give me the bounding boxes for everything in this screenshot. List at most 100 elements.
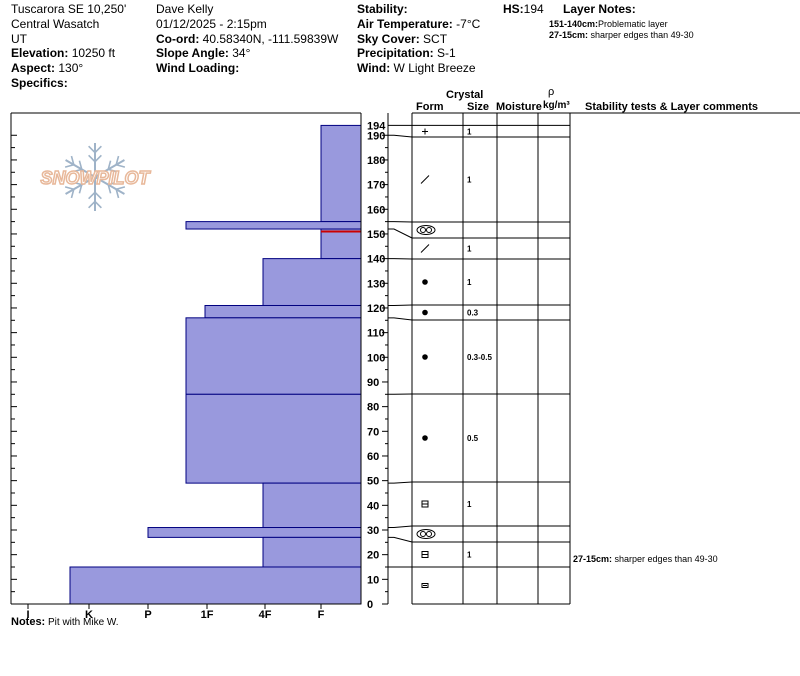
air-temperature: Air Temperature: -7°C xyxy=(357,17,481,31)
height-axis: 0 10 20 30 40 50 60 70 80 90 100 110 120 130 140 150 160… xyxy=(367,113,389,611)
snowflake-branch xyxy=(108,181,118,186)
height-tick-label: 90 xyxy=(367,377,379,389)
layer-connector xyxy=(388,317,413,321)
height-tick-label: 190 xyxy=(367,130,385,142)
snowflake-branch xyxy=(115,155,120,165)
snowflake-branch xyxy=(94,154,102,163)
snowflake-arm xyxy=(94,176,125,195)
snowflake-branch xyxy=(108,168,118,173)
hardness-tick-label: 4F xyxy=(259,609,272,621)
height-tick-label: 140 xyxy=(367,254,385,266)
hardness-bar xyxy=(185,221,362,230)
height-tick-label: 100 xyxy=(367,352,385,364)
notes: Notes: Pit with Mike W. xyxy=(11,616,119,628)
snowflake-branch xyxy=(72,181,82,186)
snowflake-arm xyxy=(65,176,96,195)
elevation: Elevation: 10250 ft xyxy=(11,46,116,60)
snowflake-branch xyxy=(115,163,126,168)
snowflake-icon xyxy=(64,143,126,211)
chart-frame xyxy=(10,112,362,605)
rounded-grain-symbol xyxy=(422,354,428,360)
height-tick-label: 110 xyxy=(367,328,385,340)
height-tick-label: 70 xyxy=(367,426,379,438)
datetime: 01/12/2025 - 2:15pm xyxy=(156,17,267,31)
form-header: Form xyxy=(416,101,444,113)
height-tick-label: 160 xyxy=(367,204,385,216)
melt-freeze-symbol xyxy=(416,225,436,235)
snowflake-branch xyxy=(88,191,96,200)
layer-notes-title: Layer Notes: xyxy=(563,2,636,16)
crystal-size: 0.3-0.5 xyxy=(467,353,492,362)
snowflake-branch xyxy=(107,184,112,194)
snowflake-branch xyxy=(115,189,120,199)
snowflake-branch xyxy=(115,186,126,191)
rounded-grain-symbol xyxy=(422,309,428,316)
height-tick-label: 10 xyxy=(367,574,379,586)
height-tick-label: 40 xyxy=(367,500,379,512)
density-unit-header: kg/m³ xyxy=(543,100,570,111)
hardness-bar xyxy=(262,258,362,306)
sky-cover: Sky Cover: SCT xyxy=(357,32,448,46)
coordinates: Co-ord: 40.58340N, -111.59839W xyxy=(156,32,339,46)
layer-connector xyxy=(388,536,413,543)
snowflake-branch xyxy=(94,145,102,154)
snowflake-branch xyxy=(94,200,102,209)
stability-header: Stability tests & Layer comments xyxy=(585,101,759,113)
snowflake-branch xyxy=(70,189,75,199)
size-header: Size xyxy=(467,101,490,113)
hardness-bar xyxy=(69,566,362,605)
snowflake-branch xyxy=(78,184,83,194)
melt-freeze-symbol xyxy=(426,227,432,233)
precipitation: Precipitation: S-1 xyxy=(357,46,456,60)
location: Tuscarora SE 10,250' xyxy=(11,2,127,16)
hardness-tick-label: I xyxy=(26,609,29,621)
height-tick-label: 80 xyxy=(367,402,379,414)
hardness-tick-label: K xyxy=(85,609,93,621)
hardness-bar xyxy=(204,304,362,319)
hardness-bar xyxy=(320,124,362,223)
crust-symbol xyxy=(421,583,429,588)
state: UT xyxy=(11,32,27,46)
snowflake-branch xyxy=(107,160,112,170)
snowflake-branch xyxy=(78,160,83,170)
hardness-bar xyxy=(262,482,362,529)
crystal-size: 0.3 xyxy=(467,309,479,318)
layer-connector xyxy=(388,525,413,529)
slope-angle: Slope Angle: 34° xyxy=(156,46,251,60)
snowflake-branch xyxy=(64,163,75,168)
melt-freeze-symbol xyxy=(426,531,432,537)
layer-connector xyxy=(388,228,413,239)
melt-freeze-symbol xyxy=(420,531,426,537)
wind: Wind: W Light Breeze xyxy=(357,61,476,75)
hardness-layers xyxy=(69,124,362,605)
height-tick-label: 150 xyxy=(367,229,385,241)
snowflake-branch xyxy=(70,155,75,165)
hardness-tick-label: 1F xyxy=(201,609,214,621)
hardness-axis: I K P 1F 4F F xyxy=(26,604,325,621)
hardness-tick-label: F xyxy=(318,609,325,621)
snowflake-branch xyxy=(88,145,96,154)
snowflake-branch xyxy=(72,168,82,173)
specifics: Specifics: xyxy=(11,76,68,90)
region: Central Wasatch xyxy=(11,17,100,31)
crystal-size: 1 xyxy=(467,551,472,560)
height-tick-label: 0 xyxy=(367,599,373,611)
hardness-bar xyxy=(262,536,362,568)
rounded-grain-symbol xyxy=(422,279,428,285)
decomposing-symbol xyxy=(420,175,430,184)
crystal-size: 1 xyxy=(467,278,472,287)
snowflake-branch xyxy=(94,191,102,200)
aspect: Aspect: 130° xyxy=(11,61,84,75)
layer-connector xyxy=(388,481,413,484)
wind-loading: Wind Loading: xyxy=(156,61,240,75)
height-tick-label: 130 xyxy=(367,278,385,290)
crystal-size: 1 xyxy=(467,500,472,509)
layer-note-2: 27-15cm: sharper edges than 49-30 xyxy=(549,30,694,40)
hardness-bar xyxy=(320,228,362,260)
crystal-size: 1 xyxy=(467,245,472,254)
snowpilot-watermark: SNOWPILOT xyxy=(40,143,152,211)
hardness-bar xyxy=(185,317,362,395)
height-tick-label: 20 xyxy=(367,550,379,562)
hardness-tick-label: P xyxy=(144,609,151,621)
